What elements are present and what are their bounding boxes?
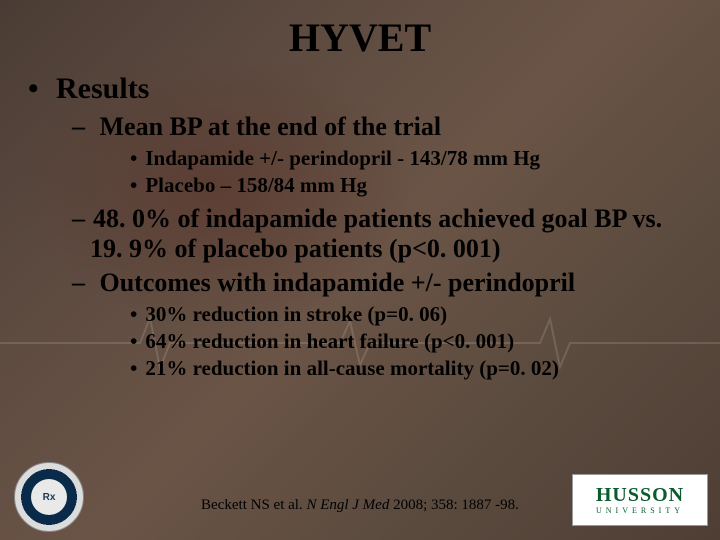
husson-logo: HUSSON UNIVERSITY [572,474,708,526]
slide: HYVET Results Mean BP at the end of the … [0,0,720,540]
outcome-item: 30% reduction in stroke (p=0. 06) [130,302,692,327]
mean-bp-heading-text: Mean BP at the end of the trial [100,112,442,141]
outcome-item: 64% reduction in heart failure (p<0. 001… [130,329,692,354]
results-heading-text: Results [56,72,149,105]
pharmacy-seal-icon: Rx [14,462,84,532]
husson-line2: UNIVERSITY [596,507,684,515]
citation-authors: Beckett NS et al. [201,497,306,513]
results-heading: Results Mean BP at the end of the trial … [28,72,692,381]
goal-bp-line: 48. 0% of indapamide patients achieved g… [72,204,692,264]
mean-bp-item: Placebo – 158/84 mm Hg [130,173,692,198]
outcomes-heading-text: Outcomes with indapamide +/- perindopril [100,268,576,297]
outcome-item: 21% reduction in all-cause mortality (p=… [130,356,692,381]
mean-bp-heading: Mean BP at the end of the trial Indapami… [72,112,692,198]
husson-line1: HUSSON [596,485,684,505]
citation-rest: 2008; 358: 1887 -98. [393,497,519,513]
outcomes-heading: Outcomes with indapamide +/- perindopril… [72,268,692,381]
slide-content: Results Mean BP at the end of the trial … [28,72,692,387]
seal-center-text: Rx [31,479,67,515]
mean-bp-item: Indapamide +/- perindopril - 143/78 mm H… [130,146,692,171]
slide-title: HYVET [0,14,720,61]
citation-journal: N Engl J Med [306,497,393,513]
